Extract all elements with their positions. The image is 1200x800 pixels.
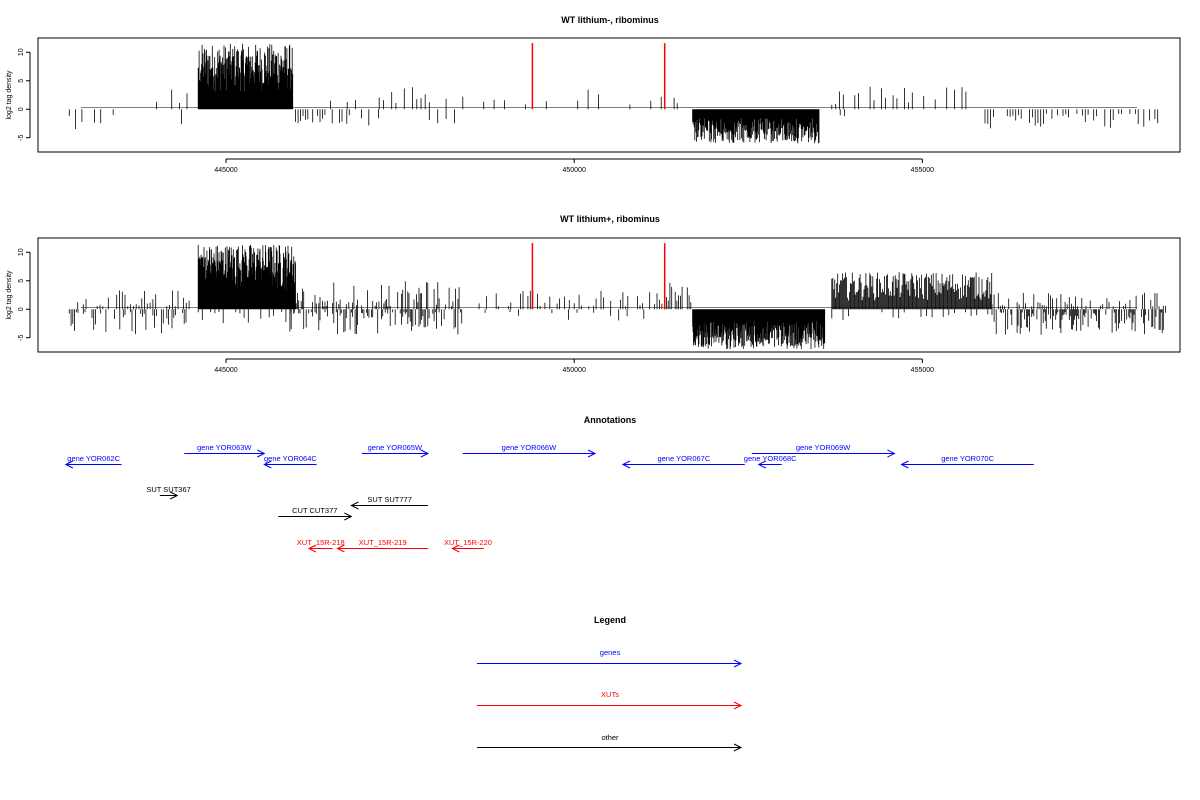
arrow-head-right-icon	[257, 449, 266, 458]
arrow-head-right-icon	[170, 491, 179, 500]
arrow-head-left-icon	[757, 460, 766, 469]
arrow-head-left-icon	[900, 460, 909, 469]
feature-label: XUT_15R-220	[444, 538, 492, 547]
track-panel-lithium-minus: WT lithium-, ribominus log2 tag density …	[6, 15, 1181, 174]
y-tick-label: 0	[18, 107, 25, 111]
feature-label: gene YOR068C	[744, 454, 797, 463]
feature-gene-yor062c: gene YOR062C	[64, 454, 122, 469]
feature-label: gene YOR065W	[368, 443, 423, 452]
arrow-head-left-icon	[307, 544, 317, 553]
tag-density-bars	[68, 244, 1166, 350]
arrow-head-right-icon	[887, 449, 896, 458]
arrow-head-right-icon	[420, 449, 430, 458]
plot-frame	[37, 37, 1181, 153]
legend-item-other: other	[477, 733, 743, 752]
legend-label: genes	[600, 648, 621, 657]
features: gene YOR062C gene YOR063W gene YOR064C gene…	[64, 443, 1034, 553]
annotations-title: Annotations	[584, 415, 637, 425]
x-axis: 445000 450000 455000	[214, 358, 934, 374]
feature-gene-yor068c: gene YOR068C	[744, 454, 797, 469]
feature-gene-yor070c: gene YOR070C	[900, 454, 1034, 469]
y-tick-label: 10	[18, 48, 25, 56]
feature-gene-yor069w: gene YOR069W	[751, 443, 896, 458]
arrow-head-right-icon	[344, 512, 353, 521]
legend-label: XUTs	[601, 690, 619, 699]
y-tick-label: 10	[18, 248, 25, 256]
feature-label: SUT SUT367	[146, 485, 190, 494]
feature-label: gene YOR063W	[197, 443, 252, 452]
feature-label: SUT SUT777	[367, 495, 411, 504]
feature-xut-15r-218: XUT_15R-218	[297, 538, 345, 553]
feature-label: gene YOR064C	[264, 454, 317, 463]
feature-sut-sut777: SUT SUT777	[350, 495, 428, 510]
arrow-head-left-icon	[64, 460, 74, 469]
arrow-head-right-icon	[587, 449, 597, 458]
feature-label: XUT_15R-219	[359, 538, 407, 547]
y-axis: -5 0 5 10	[18, 48, 31, 141]
plot-frame	[37, 237, 1181, 353]
feature-gene-yor065w: gene YOR065W	[361, 443, 430, 458]
legend-title: Legend	[594, 615, 626, 625]
feature-xut-15r-220: XUT_15R-220	[444, 538, 492, 553]
markers	[531, 243, 666, 310]
x-tick-label: 445000	[214, 367, 237, 374]
markers	[531, 43, 666, 110]
feature-label: gene YOR070C	[941, 454, 994, 463]
tag-density-bars	[68, 43, 1159, 144]
y-tick-label: 5	[18, 279, 25, 283]
y-axis-label: log2 tag density	[6, 70, 13, 120]
arrow-head-left-icon	[263, 460, 272, 469]
legend-item-genes: genes	[477, 648, 743, 668]
feature-label: CUT CUT377	[292, 506, 337, 515]
feature-gene-yor064c: gene YOR064C	[263, 454, 317, 469]
arrow-head-left-icon	[621, 460, 631, 469]
x-tick-label: 445000	[214, 167, 237, 174]
y-axis-label: log2 tag density	[6, 270, 13, 320]
feature-xut-15r-219: XUT_15R-219	[336, 538, 428, 553]
feature-gene-yor067c: gene YOR067C	[621, 454, 745, 469]
arrow-head-right-icon	[733, 659, 743, 668]
y-tick-label: -5	[18, 335, 25, 341]
x-tick-label: 455000	[911, 167, 934, 174]
feature-cut-cut377: CUT CUT377	[278, 506, 353, 521]
feature-gene-yor063w: gene YOR063W	[184, 443, 266, 458]
panel-title: WT lithium-, ribominus	[561, 15, 659, 25]
feature-label: gene YOR066W	[502, 443, 557, 452]
bars	[68, 244, 1166, 350]
y-tick-label: -5	[18, 135, 25, 141]
arrow-head-left-icon	[451, 544, 460, 553]
feature-label: XUT_15R-218	[297, 538, 345, 547]
x-tick-label: 450000	[563, 167, 586, 174]
arrow-head-left-icon	[350, 501, 359, 510]
y-tick-label: 5	[18, 79, 25, 83]
feature-gene-yor066w: gene YOR066W	[462, 443, 597, 458]
y-axis: -5 0 5 10	[18, 248, 31, 341]
panel-title: WT lithium+, ribominus	[560, 214, 660, 224]
feature-label: gene YOR062C	[67, 454, 120, 463]
legend-item-xuts: XUTs	[477, 690, 743, 710]
feature-label: gene YOR069W	[796, 443, 851, 452]
legend-label: other	[601, 733, 619, 742]
x-axis: 445000 450000 455000	[214, 158, 934, 174]
feature-label: gene YOR067C	[657, 454, 710, 463]
arrow-head-right-icon	[733, 701, 743, 710]
bars	[68, 43, 1159, 144]
x-tick-label: 450000	[563, 367, 586, 374]
feature-sut-sut367: SUT SUT367	[146, 485, 191, 500]
legend: Legend genes XUTs other	[477, 615, 743, 752]
arrow-head-left-icon	[336, 544, 345, 553]
track-panel-lithium-plus: WT lithium+, ribominus log2 tag density …	[6, 214, 1181, 374]
arrow-head-right-icon	[733, 743, 743, 752]
x-tick-label: 455000	[911, 367, 934, 374]
y-tick-label: 0	[18, 307, 25, 311]
